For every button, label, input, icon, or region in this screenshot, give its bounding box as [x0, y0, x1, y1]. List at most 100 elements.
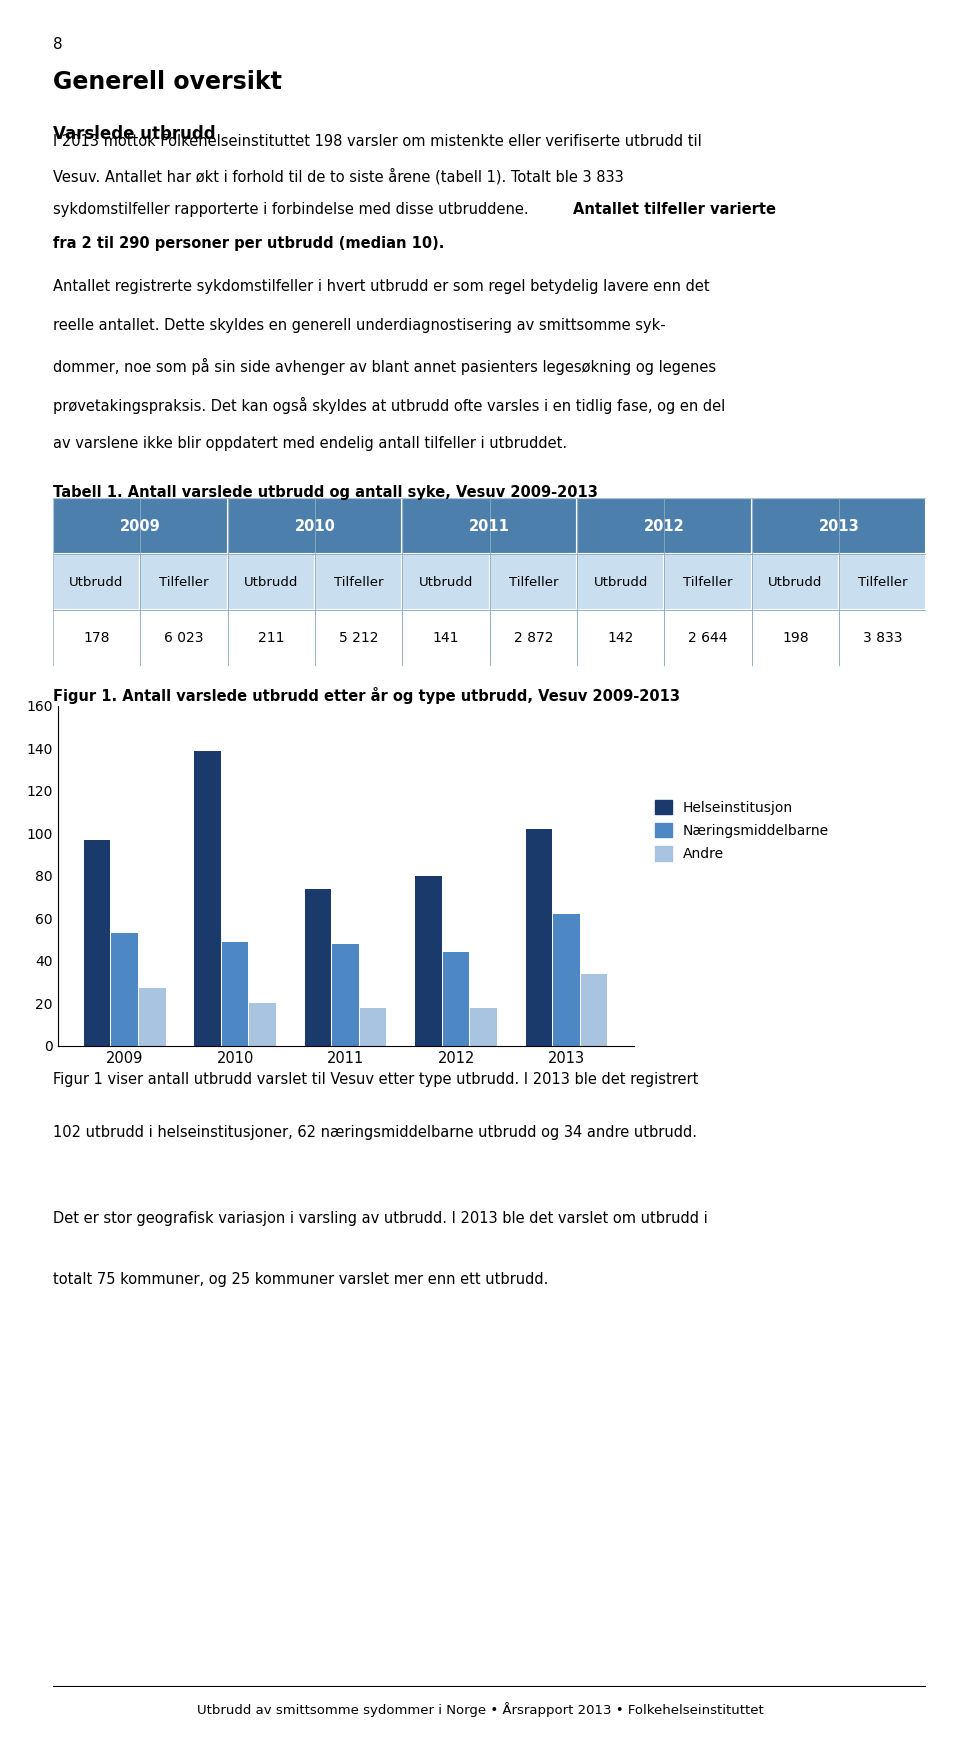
Bar: [577, 498, 664, 554]
Text: 5 212: 5 212: [339, 631, 378, 645]
Text: 8: 8: [53, 37, 62, 52]
Text: 3 833: 3 833: [863, 631, 902, 645]
Text: Utbrudd: Utbrudd: [768, 575, 823, 589]
Bar: [53, 554, 140, 610]
Text: 198: 198: [782, 631, 808, 645]
Text: 2011: 2011: [469, 519, 510, 533]
Text: Vesuv. Antallet har økt i forhold til de to siste årene (tabell 1). Totalt ble 3: Vesuv. Antallet har økt i forhold til de…: [53, 169, 624, 185]
Bar: [139, 988, 165, 1046]
Text: 2010: 2010: [295, 519, 335, 533]
Bar: [415, 875, 442, 1046]
Bar: [315, 498, 402, 554]
Bar: [402, 610, 490, 666]
Bar: [490, 610, 577, 666]
Bar: [577, 554, 664, 610]
Bar: [402, 554, 490, 610]
Text: 2013: 2013: [819, 519, 859, 533]
Text: 141: 141: [433, 631, 459, 645]
Bar: [443, 952, 469, 1046]
Text: 2 872: 2 872: [514, 631, 553, 645]
Text: Antallet registrerte sykdomstilfeller i hvert utbrudd er som regel betydelig lav: Antallet registrerte sykdomstilfeller i …: [53, 279, 709, 295]
Bar: [194, 751, 221, 1046]
Text: Tabell 1. Antall varslede utbrudd og antall syke, Vesuv 2009-2013: Tabell 1. Antall varslede utbrudd og ant…: [53, 485, 598, 500]
Bar: [839, 610, 926, 666]
Text: 2 644: 2 644: [688, 631, 728, 645]
Legend: Helseinstitusjon, Næringsmiddelbarne, Andre: Helseinstitusjon, Næringsmiddelbarne, An…: [655, 800, 828, 861]
Bar: [228, 554, 315, 610]
Bar: [490, 610, 577, 666]
Text: 211: 211: [258, 631, 284, 645]
Text: prøvetakingspraksis. Det kan også skyldes at utbrudd ofte varsles i en tidlig fa: prøvetakingspraksis. Det kan også skylde…: [53, 397, 725, 413]
Text: Figur 1 viser antall utbrudd varslet til Vesuv etter type utbrudd. I 2013 ble de: Figur 1 viser antall utbrudd varslet til…: [53, 1072, 698, 1088]
Bar: [664, 554, 752, 610]
Text: Utbrudd: Utbrudd: [244, 575, 299, 589]
Text: Generell oversikt: Generell oversikt: [53, 70, 281, 94]
Bar: [664, 610, 752, 666]
Text: totalt 75 kommuner, og 25 kommuner varslet mer enn ett utbrudd.: totalt 75 kommuner, og 25 kommuner varsl…: [53, 1272, 548, 1286]
Bar: [577, 610, 664, 666]
Bar: [752, 498, 926, 554]
Bar: [752, 610, 839, 666]
Bar: [250, 1004, 276, 1046]
Bar: [304, 889, 331, 1046]
Bar: [53, 498, 228, 554]
Bar: [664, 554, 752, 610]
Bar: [470, 1007, 497, 1046]
Bar: [315, 610, 402, 666]
Text: 6 023: 6 023: [164, 631, 204, 645]
Text: fra 2 til 290 personer per utbrudd (median 10).: fra 2 til 290 personer per utbrudd (medi…: [53, 237, 444, 251]
Bar: [228, 610, 315, 666]
Text: 2009: 2009: [120, 519, 160, 533]
Bar: [490, 554, 577, 610]
Text: 102 utbrudd i helseinstitusjoner, 62 næringsmiddelbarne utbrudd og 34 andre utbr: 102 utbrudd i helseinstitusjoner, 62 nær…: [53, 1124, 697, 1140]
Bar: [752, 498, 839, 554]
Bar: [332, 945, 359, 1046]
Bar: [577, 554, 664, 610]
Bar: [315, 554, 402, 610]
Bar: [53, 554, 140, 610]
Text: Utbrudd: Utbrudd: [69, 575, 124, 589]
Bar: [402, 610, 490, 666]
Bar: [228, 554, 315, 610]
Bar: [315, 610, 402, 666]
Bar: [664, 610, 752, 666]
Text: Antallet tilfeller varierte: Antallet tilfeller varierte: [572, 202, 776, 218]
Text: Tilfeller: Tilfeller: [159, 575, 208, 589]
Bar: [84, 840, 110, 1046]
Text: Det er stor geografisk variasjon i varsling av utbrudd. I 2013 ble det varslet o: Det er stor geografisk variasjon i varsl…: [53, 1211, 708, 1227]
Text: dommer, noe som på sin side avhenger av blant annet pasienters legesøkning og le: dommer, noe som på sin side avhenger av …: [53, 357, 716, 375]
Bar: [53, 610, 140, 666]
Bar: [664, 498, 752, 554]
Bar: [228, 498, 402, 554]
Bar: [490, 554, 577, 610]
Bar: [839, 554, 926, 610]
Bar: [402, 498, 577, 554]
Bar: [581, 974, 608, 1046]
Bar: [315, 554, 402, 610]
Bar: [140, 554, 228, 610]
Text: Tilfeller: Tilfeller: [509, 575, 558, 589]
Bar: [553, 913, 580, 1046]
Text: sykdomstilfeller rapporterte i forbindelse med disse utbruddene.: sykdomstilfeller rapporterte i forbindel…: [53, 202, 533, 218]
Bar: [111, 933, 138, 1046]
Bar: [839, 498, 926, 554]
Bar: [577, 498, 752, 554]
Bar: [140, 498, 228, 554]
Text: Utbrudd av smittsomme sydommer i Norge • Årsrapport 2013 • Folkehelseinstituttet: Utbrudd av smittsomme sydommer i Norge •…: [197, 1703, 763, 1717]
Bar: [839, 554, 926, 610]
Bar: [222, 941, 249, 1046]
Text: 142: 142: [608, 631, 634, 645]
Text: Tilfeller: Tilfeller: [684, 575, 732, 589]
Text: Utbrudd: Utbrudd: [419, 575, 473, 589]
Bar: [752, 554, 839, 610]
Bar: [53, 498, 140, 554]
Bar: [228, 498, 315, 554]
Text: Figur 1. Antall varslede utbrudd etter år og type utbrudd, Vesuv 2009-2013: Figur 1. Antall varslede utbrudd etter å…: [53, 687, 680, 704]
Bar: [752, 554, 839, 610]
Bar: [360, 1007, 387, 1046]
Bar: [228, 610, 315, 666]
Text: Utbrudd: Utbrudd: [593, 575, 648, 589]
Text: reelle antallet. Dette skyldes en generell underdiagnostisering av smittsomme sy: reelle antallet. Dette skyldes en genere…: [53, 319, 665, 333]
Text: 2012: 2012: [644, 519, 684, 533]
Text: Tilfeller: Tilfeller: [334, 575, 383, 589]
